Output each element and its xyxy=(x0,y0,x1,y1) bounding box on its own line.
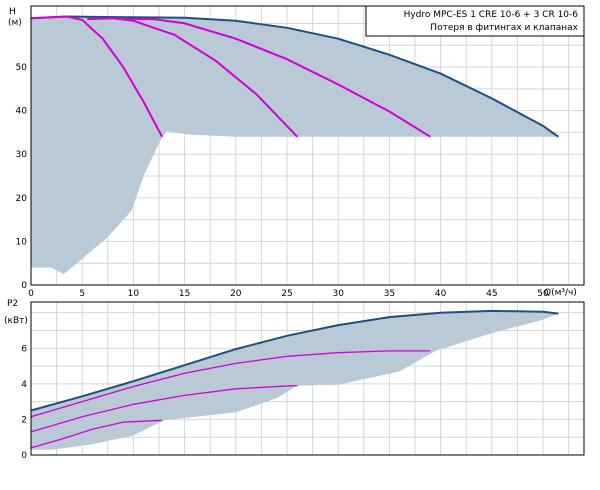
head-axis-unit: (м) xyxy=(8,18,22,28)
y-tick-label: 0 xyxy=(21,281,27,291)
power-axis-label: P2 xyxy=(7,299,18,309)
y-tick-label: 0 xyxy=(21,451,27,461)
power-tick-labels: 0 2 4 6 xyxy=(21,344,27,461)
head-frame xyxy=(30,5,585,286)
head-chart: 0 10 20 30 40 50 0 5 10 15 20 25 30 35 40 45 50 H (м) Q(… xyxy=(8,5,585,299)
x-tick-label: 30 xyxy=(332,289,344,299)
y-tick-label: 4 xyxy=(21,380,27,390)
pump-curve-2 xyxy=(30,384,298,433)
x-tick-label: 45 xyxy=(486,289,497,299)
pump-curve-1 xyxy=(30,15,163,138)
head-envelope xyxy=(31,16,559,275)
plot-frame xyxy=(30,5,585,286)
y-tick-label: 20 xyxy=(16,194,28,204)
y-tick-label: 2 xyxy=(21,415,27,425)
power-frame xyxy=(30,301,585,456)
x-tick-label: 20 xyxy=(230,289,242,299)
envelope-area xyxy=(31,310,559,450)
plot-frame xyxy=(30,301,585,456)
pump-curve-2 xyxy=(87,17,299,138)
y-tick-label: 10 xyxy=(16,237,28,247)
x-tick-label: 10 xyxy=(128,289,140,299)
legend: Hydro MPC-ES 1 CRE 10-6 + 3 CR 10-6 Поте… xyxy=(365,5,585,37)
power-envelope xyxy=(31,310,559,450)
x-tick-label: 15 xyxy=(179,289,190,299)
pump-curve-3 xyxy=(30,350,431,418)
x-tick-label: 5 xyxy=(79,289,85,299)
legend-title: Hydro MPC-ES 1 CRE 10-6 + 3 CR 10-6 xyxy=(404,10,579,20)
head-axis-label: H xyxy=(9,7,16,17)
envelope-area xyxy=(31,16,559,275)
x-tick-label: 0 xyxy=(28,289,34,299)
head-tick-labels: 0 10 20 30 40 50 0 5 10 15 20 25 30 35 40 45 50 xyxy=(16,63,549,299)
x-tick-label: 25 xyxy=(281,289,292,299)
y-tick-label: 30 xyxy=(16,150,28,160)
y-tick-label: 40 xyxy=(16,107,28,117)
power-axis-unit: (кВт) xyxy=(4,316,28,326)
power-curves xyxy=(30,309,559,449)
y-tick-label: 50 xyxy=(16,63,28,73)
x-tick-label: 40 xyxy=(435,289,447,299)
legend-box xyxy=(365,5,585,37)
envelope-max-line xyxy=(30,309,559,412)
power-chart: 0 2 4 6 P2 (кВт) xyxy=(4,299,585,461)
envelope-max-line xyxy=(30,15,559,138)
pump-curve-1 xyxy=(30,419,163,449)
x-tick-label: 50 xyxy=(537,289,549,299)
head-curves xyxy=(30,15,559,138)
pump-curve-3 xyxy=(123,18,431,138)
x-tick-label: 35 xyxy=(384,289,395,299)
legend-subtitle: Потеря в фитингах и клапанах xyxy=(430,23,578,33)
flow-axis-label: Q(м³/ч) xyxy=(544,288,577,298)
y-tick-label: 6 xyxy=(21,344,27,354)
